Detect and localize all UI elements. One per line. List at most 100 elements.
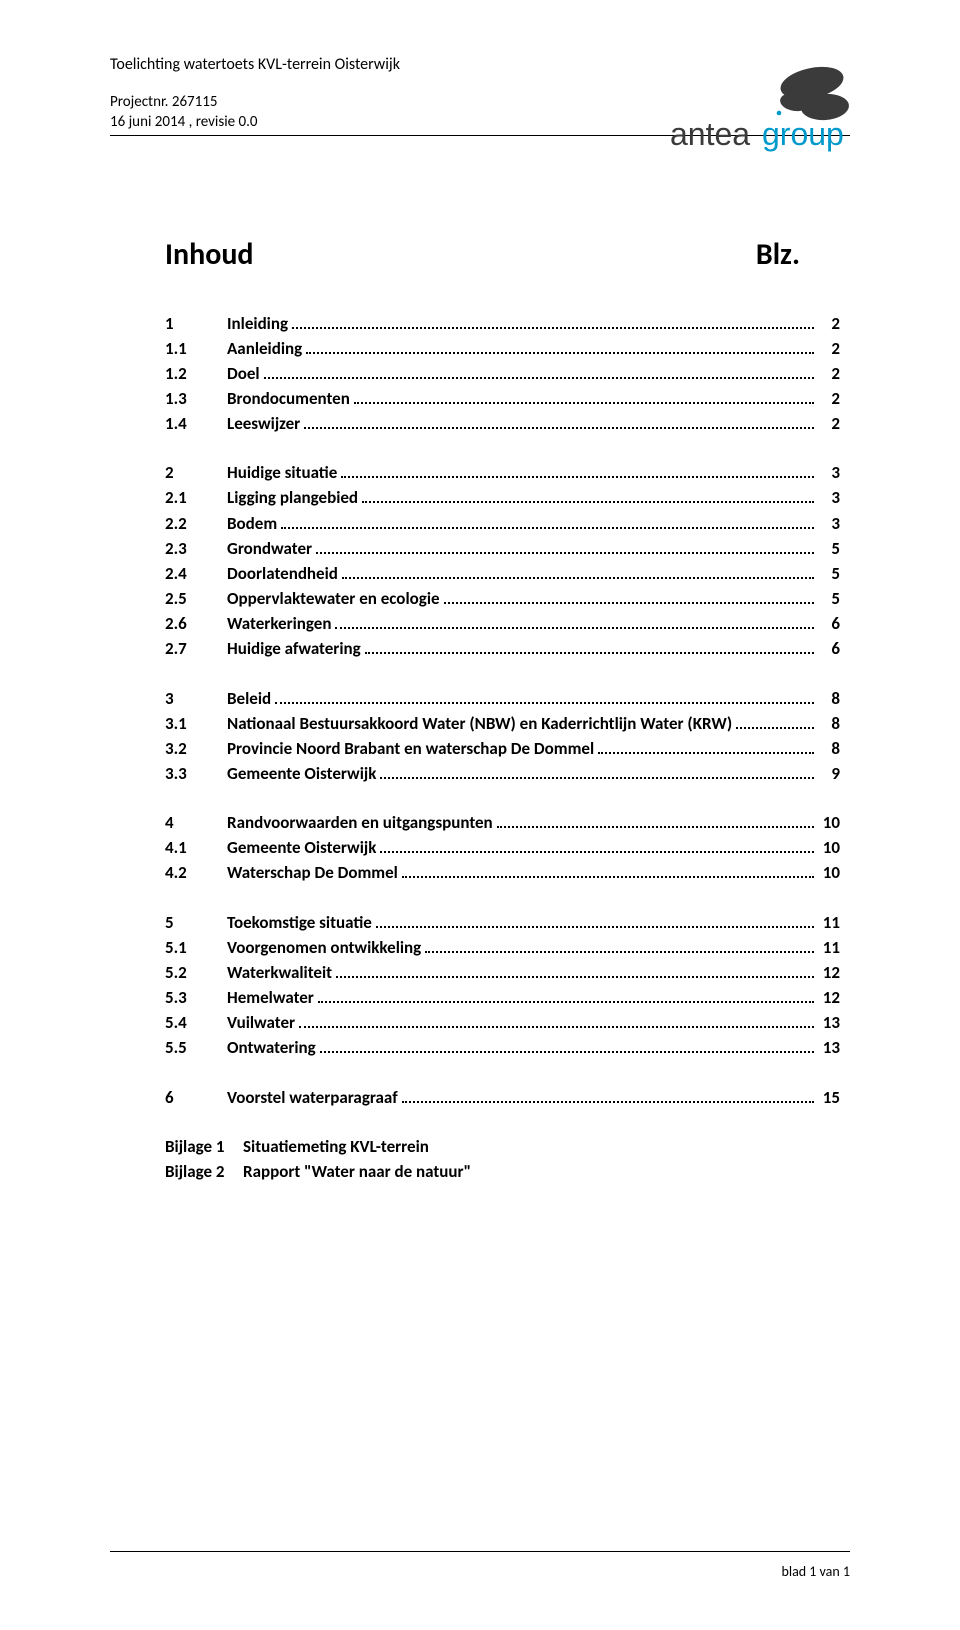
toc-row: 3.3 Gemeente Oisterwijk 9 xyxy=(165,761,840,786)
toc-dots xyxy=(376,926,814,928)
toc-label: Leeswijzer xyxy=(227,411,300,436)
antea-group-logo: antea group xyxy=(660,65,870,155)
toc-number: 2 xyxy=(165,460,227,485)
toc-label: Voorgenomen ontwikkeling xyxy=(227,935,421,960)
toc-row: 1.2 Doel 2 xyxy=(165,361,840,386)
toc-page: 3 xyxy=(818,485,840,510)
attachment-row: Bijlage 1 Situatiemeting KVL-terrein xyxy=(165,1134,850,1159)
toc-label: Huidige situatie xyxy=(227,460,337,485)
toc-dots xyxy=(341,476,814,478)
toc-dots xyxy=(299,1026,814,1028)
toc-row: 2.6 Waterkeringen 6 xyxy=(165,611,840,636)
toc-label: Ligging plangebied xyxy=(227,485,358,510)
page-footer: blad 1 van 1 xyxy=(782,1563,851,1580)
toc-number: 3.3 xyxy=(165,761,227,786)
toc-number: 2.5 xyxy=(165,586,227,611)
toc-page: 3 xyxy=(818,511,840,536)
toc-number: 5.5 xyxy=(165,1035,227,1060)
toc-row: 2.3 Grondwater 5 xyxy=(165,536,840,561)
toc-page: 12 xyxy=(818,985,840,1010)
toc-group: 2 Huidige situatie 3 2.1 Ligging plangeb… xyxy=(165,460,840,661)
toc-row: 2.2 Bodem 3 xyxy=(165,511,840,536)
attachment-number: Bijlage 1 xyxy=(165,1134,243,1159)
toc-page: 2 xyxy=(818,386,840,411)
toc-row: 6 Voorstel waterparagraaf 15 xyxy=(165,1085,840,1110)
toc-label: Brondocumenten xyxy=(227,386,350,411)
toc-number: 5.2 xyxy=(165,960,227,985)
toc-page: 5 xyxy=(818,586,840,611)
toc-page: 10 xyxy=(818,835,840,860)
toc-number: 5.1 xyxy=(165,935,227,960)
toc-label: Doel xyxy=(227,361,260,386)
toc-dots xyxy=(354,402,814,404)
toc-label: Gemeente Oisterwijk xyxy=(227,761,376,786)
toc-row: 1.3 Brondocumenten 2 xyxy=(165,386,840,411)
toc-page: 8 xyxy=(818,686,840,711)
toc-group: 4 Randvoorwaarden en uitgangspunten 10 4… xyxy=(165,810,840,885)
toc-label: Vuilwater xyxy=(227,1010,295,1035)
toc-group: 5 Toekomstige situatie 11 5.1 Voorgenome… xyxy=(165,910,840,1061)
attachment-label: Situatiemeting KVL-terrein xyxy=(243,1134,429,1159)
toc-number: 5.4 xyxy=(165,1010,227,1035)
toc-row: 5.4 Vuilwater 13 xyxy=(165,1010,840,1035)
attachments-list: Bijlage 1 Situatiemeting KVL-terrein Bij… xyxy=(165,1134,850,1184)
toc-number: 3 xyxy=(165,686,227,711)
toc-dots xyxy=(365,652,814,654)
toc-number: 3.1 xyxy=(165,711,227,736)
toc-dots xyxy=(362,501,814,503)
toc-number: 5 xyxy=(165,910,227,935)
toc-row: 4.1 Gemeente Oisterwijk 10 xyxy=(165,835,840,860)
toc-page: 6 xyxy=(818,636,840,661)
toc-row: 5.5 Ontwatering 13 xyxy=(165,1035,840,1060)
toc-number: 1 xyxy=(165,311,227,336)
toc-row: 5 Toekomstige situatie 11 xyxy=(165,910,840,935)
toc-label: Nationaal Bestuursakkoord Water (NBW) en… xyxy=(227,711,732,736)
toc-row: 2.1 Ligging plangebied 3 xyxy=(165,485,840,510)
toc-dots xyxy=(342,577,814,579)
toc-page: 11 xyxy=(818,935,840,960)
toc-label: Waterschap De Dommel xyxy=(227,860,398,885)
toc-dots xyxy=(425,951,814,953)
toc-dots xyxy=(598,752,814,754)
toc-dots xyxy=(736,727,814,729)
toc-row: 5.2 Waterkwaliteit 12 xyxy=(165,960,840,985)
toc-dots xyxy=(306,352,814,354)
toc-label: Bodem xyxy=(227,511,277,536)
toc-label: Hemelwater xyxy=(227,985,314,1010)
toc-dots xyxy=(275,702,814,704)
toc-page: 6 xyxy=(818,611,840,636)
toc-row: 1.4 Leeswijzer 2 xyxy=(165,411,840,436)
footer-divider xyxy=(110,1551,850,1552)
attachment-label: Rapport "Water naar de natuur" xyxy=(243,1159,471,1184)
toc-page: 11 xyxy=(818,910,840,935)
attachment-number: Bijlage 2 xyxy=(165,1159,243,1184)
toc-row: 2 Huidige situatie 3 xyxy=(165,460,840,485)
toc-number: 2.1 xyxy=(165,485,227,510)
toc-row: 4 Randvoorwaarden en uitgangspunten 10 xyxy=(165,810,840,835)
toc-dots xyxy=(380,777,814,779)
toc-number: 3.2 xyxy=(165,736,227,761)
toc-label: Inleiding xyxy=(227,311,288,336)
toc-row: 2.4 Doorlatendheid 5 xyxy=(165,561,840,586)
toc-number: 6 xyxy=(165,1085,227,1110)
toc-dots xyxy=(497,826,814,828)
toc-label: Aanleiding xyxy=(227,336,302,361)
toc-group: 1 Inleiding 2 1.1 Aanleiding 2 1.2 Doel … xyxy=(165,311,840,437)
toc-group: 3 Beleid 8 3.1 Nationaal Bestuursakkoord… xyxy=(165,686,840,787)
toc-label: Beleid xyxy=(227,686,271,711)
toc-dots xyxy=(320,1051,814,1053)
toc-page: 13 xyxy=(818,1010,840,1035)
toc-page: 5 xyxy=(818,536,840,561)
toc-page: 12 xyxy=(818,960,840,985)
toc-number: 2.2 xyxy=(165,511,227,536)
toc-number: 2.3 xyxy=(165,536,227,561)
toc-page: 2 xyxy=(818,361,840,386)
toc-page: 5 xyxy=(818,561,840,586)
toc-label: Waterkeringen xyxy=(227,611,331,636)
toc-number: 4.1 xyxy=(165,835,227,860)
toc-row: 1 Inleiding 2 xyxy=(165,311,840,336)
toc-label: Randvoorwaarden en uitgangspunten xyxy=(227,810,493,835)
toc-row: 1.1 Aanleiding 2 xyxy=(165,336,840,361)
toc-dots xyxy=(318,1001,814,1003)
toc-row: 3.1 Nationaal Bestuursakkoord Water (NBW… xyxy=(165,711,840,736)
